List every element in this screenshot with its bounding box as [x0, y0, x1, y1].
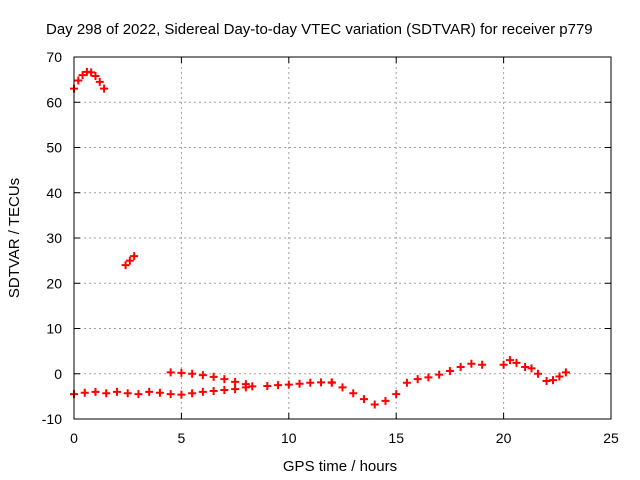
data-point [188, 369, 197, 378]
data-point [349, 389, 358, 398]
data-point [327, 378, 336, 387]
data-point [91, 72, 100, 81]
data-point [220, 375, 229, 384]
data-point [445, 367, 454, 376]
x-tick-label: 25 [603, 430, 619, 446]
data-point [381, 396, 390, 405]
x-tick-label: 5 [178, 430, 186, 446]
series-arc-3 [70, 382, 257, 399]
data-point [220, 386, 229, 395]
series-arc-2 [121, 252, 139, 270]
data-point [512, 358, 521, 367]
data-point [112, 387, 121, 396]
data-point [123, 389, 132, 398]
data-point [413, 375, 422, 384]
y-tick-label: -10 [42, 411, 62, 427]
data-point [555, 372, 564, 381]
data-point [166, 368, 175, 377]
data-point [359, 395, 368, 404]
data-point [499, 360, 508, 369]
data-points [70, 67, 570, 409]
data-point [155, 388, 164, 397]
x-axis-label: GPS time / hours [283, 458, 397, 475]
data-point [198, 371, 207, 380]
data-point [177, 368, 186, 377]
data-point [134, 390, 143, 399]
data-point [209, 372, 218, 381]
data-point [248, 382, 257, 391]
y-tick-label: 60 [46, 94, 62, 110]
x-tick-label: 15 [388, 430, 404, 446]
data-point [370, 400, 379, 409]
data-point [274, 381, 283, 390]
series-arc-5 [263, 378, 336, 390]
data-point [533, 369, 542, 378]
data-point [166, 390, 175, 399]
series-arc-1 [70, 67, 109, 93]
data-point [295, 379, 304, 388]
x-tick-label: 10 [281, 430, 297, 446]
data-point [80, 388, 89, 397]
chart-title: Day 298 of 2022, Sidereal Day-to-day VTE… [46, 21, 593, 38]
y-axis-label: SDTVAR / TECUs [6, 178, 23, 298]
series-arc-6 [327, 359, 487, 409]
data-point [392, 390, 401, 399]
series-arc-7 [499, 356, 570, 385]
data-point [561, 368, 570, 377]
data-point [125, 256, 134, 265]
y-tick-label: 70 [46, 49, 62, 65]
y-tick-label: 40 [46, 185, 62, 201]
y-axis-ticks: -10 0 10 20 30 40 50 60 70 [42, 49, 611, 427]
data-point [478, 360, 487, 369]
data-point [74, 76, 83, 85]
x-tick-label: 0 [70, 430, 78, 446]
data-point [521, 362, 530, 371]
data-point [306, 378, 315, 387]
y-tick-label: 0 [54, 366, 62, 382]
data-point [91, 387, 100, 396]
data-point [402, 378, 411, 387]
data-point [95, 77, 104, 86]
x-axis-ticks: 0 5 10 15 20 25 [70, 57, 619, 446]
data-point [338, 383, 347, 392]
data-point [177, 390, 186, 399]
data-point [241, 380, 250, 389]
x-tick-label: 20 [496, 430, 512, 446]
data-point [263, 381, 272, 390]
series-arc-4 [166, 368, 250, 389]
data-point [424, 373, 433, 382]
data-point [527, 364, 536, 373]
data-point [231, 377, 240, 386]
grid-lines [74, 57, 611, 419]
data-point [209, 386, 218, 395]
data-point [506, 356, 515, 365]
data-point [198, 387, 207, 396]
data-point [317, 378, 326, 387]
data-point [231, 385, 240, 394]
data-point [87, 68, 96, 77]
data-point [284, 380, 293, 389]
data-point [456, 362, 465, 371]
data-point [435, 370, 444, 379]
data-point [145, 387, 154, 396]
data-point [467, 359, 476, 368]
y-tick-label: 50 [46, 140, 62, 156]
data-point [100, 84, 109, 93]
data-point [549, 376, 558, 385]
data-point [130, 252, 139, 261]
y-tick-label: 10 [46, 321, 62, 337]
y-tick-label: 20 [46, 275, 62, 291]
y-tick-label: 30 [46, 230, 62, 246]
data-point [121, 261, 130, 270]
data-point [78, 71, 87, 80]
data-point [102, 389, 111, 398]
data-point [188, 389, 197, 398]
